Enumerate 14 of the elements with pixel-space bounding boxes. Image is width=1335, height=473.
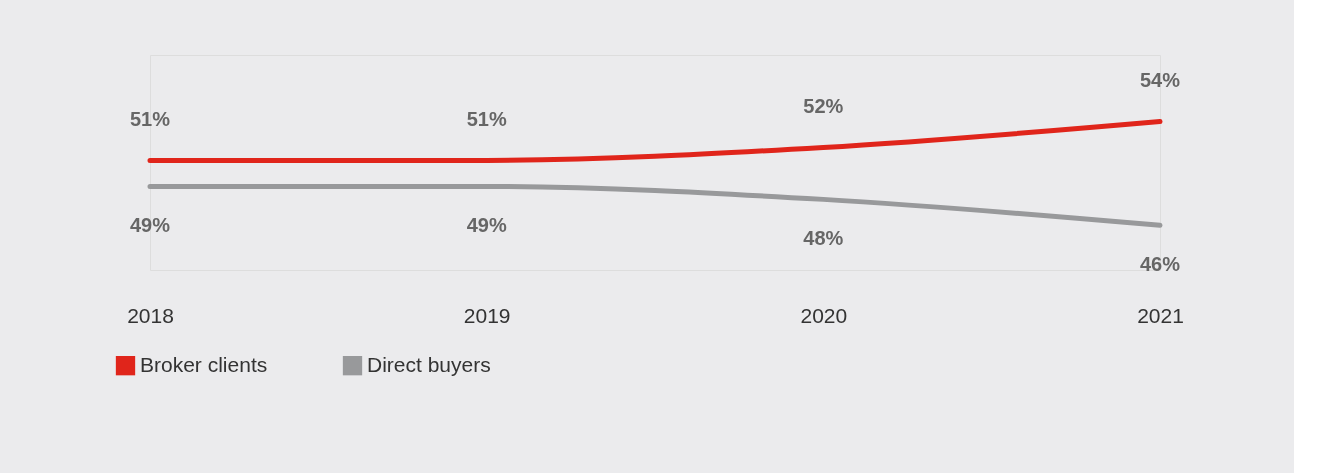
legend-label: Broker clients [140,352,268,376]
x-tick-label: 2018 [127,303,174,327]
data-label: 49% [466,214,507,237]
x-tick-label: 2021 [1137,303,1184,327]
data-label: 51% [129,108,171,131]
data-label: 54% [1139,69,1181,92]
data-label: 46% [1139,253,1181,276]
data-label: 52% [803,95,844,118]
x-tick-label: 2019 [463,303,511,327]
x-tick-label: 2020 [800,303,848,327]
data-label: 51% [466,108,507,131]
legend-label: Direct buyers [367,352,491,376]
data-label: 48% [803,227,844,250]
data-label: 49% [129,214,171,237]
